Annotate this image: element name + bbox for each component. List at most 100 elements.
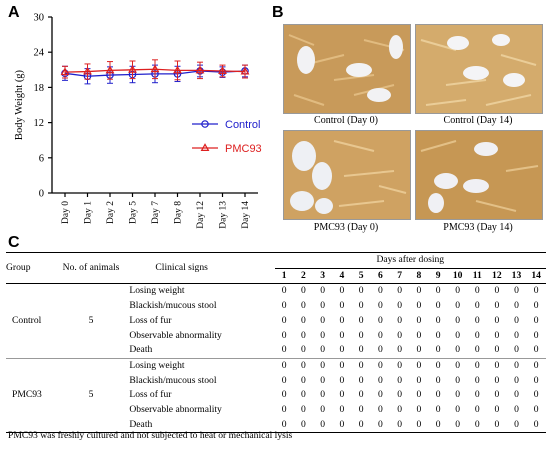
table-row: Death 0 0 0 0 0 0 0 0 0 0 0 0 0 0	[6, 418, 546, 433]
data-point	[218, 66, 227, 74]
data-point	[105, 65, 115, 74]
table-cell: 0	[435, 389, 441, 401]
table-cell: 0	[378, 389, 383, 401]
table-cell: 0	[533, 374, 539, 386]
table-row: Blackish/mucous stool 0 0 0 0 0 0 0 0 0 0 0 0 0 0	[6, 299, 546, 314]
data-point	[83, 66, 92, 75]
table-cell: 0	[526, 343, 546, 359]
x-tick-label: Day 0	[61, 201, 71, 224]
table-cell: 0	[533, 300, 539, 312]
x-tick-label: Day 1	[84, 201, 94, 224]
table-cell: 0	[494, 300, 500, 312]
body-weight-chart: 0 6 12 18 24 30 Body Weight (g) Day 0 Day 1 Day 2…	[14, 13, 262, 229]
table-cell: 0	[514, 285, 519, 297]
data-point	[128, 64, 137, 73]
table-cell: 0	[455, 359, 461, 371]
photo-pmc93-day0	[283, 130, 411, 220]
day-header: 7	[397, 269, 403, 281]
table-cell: 0	[293, 343, 314, 359]
table-cell: 0	[487, 343, 507, 359]
table-cell: 0	[494, 329, 500, 341]
table-cell: 0	[320, 374, 326, 386]
table-row: Loss of fur 0 0 0 0 0 0 0 0 0 0 0 0 0 0	[6, 388, 546, 403]
table-cell: 0	[447, 343, 468, 359]
table-cell: 0	[533, 329, 539, 341]
table-cell: 0	[370, 343, 391, 359]
table-cell: 0	[494, 389, 500, 401]
table-cell: 0	[339, 389, 345, 401]
bedding-image	[416, 131, 542, 219]
table-cell: 0	[320, 418, 326, 430]
y-tick-label: 18	[34, 83, 45, 94]
x-tick-label: Day 14	[241, 201, 251, 229]
table-cell: 0	[378, 359, 383, 371]
table-row: Observable abnormality 0 0 0 0 0 0 0 0 0 0 0 0 0 0	[6, 329, 546, 344]
table-cell: 0	[455, 314, 461, 326]
table-cell: 0	[339, 300, 345, 312]
table-cell: 0	[320, 285, 326, 297]
header-clinical-signs: Clinical signs	[125, 252, 275, 285]
table-cell: 0	[474, 418, 480, 430]
photo-control-day0	[283, 24, 411, 114]
table-cell: 0	[455, 329, 461, 341]
table-cell: 0	[358, 314, 364, 326]
x-tick-label: Day 7	[151, 201, 161, 224]
day-header: 2	[301, 269, 306, 281]
table-cell: 0	[533, 404, 539, 416]
table-cell: 0	[435, 285, 441, 297]
table-cell: 0	[435, 359, 441, 371]
table-cell: 0	[494, 314, 500, 326]
legend-label: Control	[225, 119, 260, 131]
table-cell: 0	[494, 418, 500, 430]
table-cell: 0	[494, 359, 500, 371]
header-days-after-dosing: Days after dosing	[274, 252, 546, 269]
header-group: Group	[6, 252, 57, 285]
table-cell: 0	[474, 374, 480, 386]
table-cell: 0	[435, 314, 441, 326]
table-cell: 0	[339, 404, 345, 416]
clinical-sign: Death	[125, 343, 275, 359]
table-cell: 0	[358, 418, 364, 430]
table-row: Loss of fur 0 0 0 0 0 0 0 0 0 0 0 0 0 0	[6, 314, 546, 329]
table-cell: 0	[435, 374, 441, 386]
table-cell: 0	[390, 343, 410, 359]
table-cell: 0	[351, 343, 371, 359]
clinical-sign: Blackish/mucous stool	[129, 300, 217, 312]
table-cell: 0	[281, 389, 287, 401]
table-cell: 0	[514, 300, 519, 312]
day-header: 14	[531, 269, 541, 281]
group-name: Control	[6, 283, 57, 359]
data-point	[173, 65, 182, 74]
animal-count: 5	[56, 283, 126, 359]
table-cell: 0	[301, 359, 306, 371]
table-cell: 0	[494, 404, 500, 416]
data-point	[60, 67, 70, 76]
photo-caption: PMC93 (Day 0)	[313, 222, 379, 233]
table-cell: 0	[301, 300, 306, 312]
table-cell: 0	[514, 389, 519, 401]
clinical-sign: Observable abnormality	[129, 329, 222, 341]
table-cell: 0	[358, 404, 364, 416]
table-cell: 0	[281, 359, 287, 371]
day-header: 9	[435, 269, 441, 281]
clinical-sign: Observable abnormality	[129, 404, 222, 416]
table-cell: 0	[378, 374, 383, 386]
table-cell: 0	[274, 343, 294, 359]
table-cell: 0	[320, 404, 326, 416]
bedding-image	[284, 25, 410, 113]
photo-caption: Control (Day 14)	[443, 115, 513, 126]
animal-count: 5	[56, 358, 126, 434]
table-cell: 0	[281, 285, 287, 297]
table-cell: 0	[416, 314, 422, 326]
table-cell: 0	[378, 300, 383, 312]
photo-control-day14	[415, 24, 543, 114]
table-cell: 0	[397, 300, 403, 312]
table-cell: 0	[301, 374, 306, 386]
day-header: 5	[358, 269, 364, 281]
data-point	[150, 64, 160, 73]
table-cell: 0	[339, 314, 345, 326]
table-cell: 0	[435, 300, 441, 312]
table-cell: 0	[514, 404, 519, 416]
legend-marker	[201, 120, 209, 128]
table-cell: 0	[455, 418, 461, 430]
